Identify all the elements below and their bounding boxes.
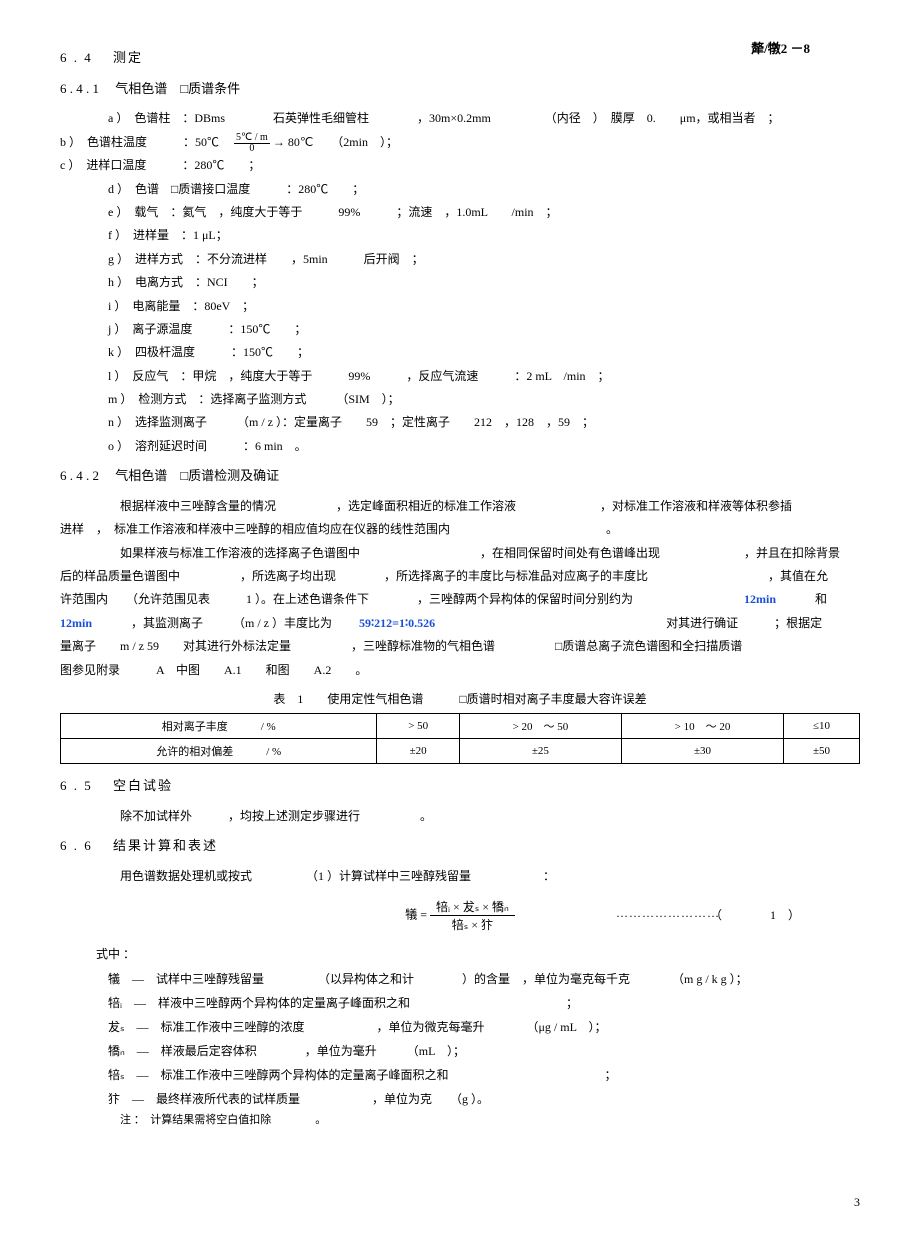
para-2d: 12min ，其监测离子 （m / z ）丰度比为 59∶212=1∶0.526…: [60, 612, 860, 635]
shizhong: 式中 ：: [96, 943, 860, 966]
td-1: 允许的相对偏差 / %: [61, 739, 377, 764]
td-4: ±30: [621, 739, 783, 764]
item-l: l ） 反应气 ：甲烷 ，纯度大于等于 99% ，反应气流速 ：2 mL /mi…: [108, 365, 860, 388]
th-1: 相对离子丰度 / %: [61, 714, 377, 739]
sec-num: 6 . 4: [60, 50, 93, 65]
para-2c: 许范围内 （允许范围见表 1 ）。在上述色谱条件下 ，三唑醇两个异构体的保留时间…: [60, 588, 860, 611]
item-m: m ） 检测方式 ：选择离子监测方式 （SIM ）；: [108, 388, 860, 411]
var-1: 犠 — 试样中三唑醇残留量 （以异构体之和计 ）的含量 ，单位为毫克每千克 （m…: [108, 967, 860, 991]
item-c: c ） 进样口温度 ：280℃ ；: [60, 154, 860, 177]
retention-time-1: 12min: [744, 592, 776, 606]
td-3: ±25: [459, 739, 621, 764]
section-6-4: 6 . 4 测定: [60, 46, 860, 71]
item-e: e ） 载气 ：氦气 ，纯度大于等于 99% ；流速 ，1.0mL /min ；: [108, 201, 860, 224]
sec-title: 结果计算和表述: [113, 838, 218, 853]
var-2: 犃ᵢ — 样液中三唑醇两个异构体的定量离子峰面积之和 ；: [108, 991, 860, 1015]
item-d: d ） 色谱 □质谱接口温度 ：280℃ ；: [108, 178, 860, 201]
sec-title: 测定: [113, 50, 143, 65]
para-1a: 根据样液中三唑醇含量的情况 ，选定峰面积相近的标准工作溶液 ，对标准工作溶液和样…: [96, 495, 860, 518]
formula-dots: ……………………: [616, 906, 720, 921]
para-2a: 如果样液与标准工作溶液的选择离子色谱图中 ，在相同保留时间处有色谱峰出现 ，并且…: [96, 542, 860, 565]
item-b: b ） 色谱柱温度 ：50℃ 5℃ / m 0 → 80℃ （2min ）；: [60, 131, 860, 154]
formula: 犠 = 犃ᵢ × 犮ₛ × 犞ₙ 犃ₛ × 犿 …………………… （ 1 ）: [60, 898, 860, 933]
note: 注 ： 计算结果需将空白值扣除 。: [120, 1111, 860, 1127]
para-65: 除不加试样外 ，均按上述测定步骤进行 。: [96, 805, 860, 828]
frac-inline: 5℃ / m 0: [234, 133, 270, 154]
formula-fraction: 犃ᵢ × 犮ₛ × 犞ₙ 犃ₛ × 犿: [430, 898, 515, 933]
item-h: h ） 电离方式 ：NCI ；: [108, 271, 860, 294]
item-k: k ） 四极杆温度 ：150℃ ；: [108, 341, 860, 364]
item-n: n ） 选择监测离子 （m / z ）：定量离子 59 ；定性离子 212 ，1…: [108, 411, 860, 434]
item-g: g ） 进样方式 ：不分流进样 ，5min 后开阀 ；: [108, 248, 860, 271]
standard-number: 犛/犜2 －8: [751, 38, 810, 57]
table-row: 相对离子丰度 / % > 50 > 20 ～ 50 > 10 ～ 20 ≤10: [61, 714, 860, 739]
tolerance-table: 相对离子丰度 / % > 50 > 20 ～ 50 > 10 ～ 20 ≤10 …: [60, 713, 860, 764]
table-row: 允许的相对偏差 / % ±20 ±25 ±30 ±50: [61, 739, 860, 764]
section-6-5: 6 . 5 空白试验: [60, 774, 860, 799]
sec-title: 空白试验: [113, 778, 173, 793]
th-2: > 50: [377, 714, 459, 739]
para-2f: 图参见附录 A 中图 A.1 和图 A.2 。: [60, 659, 860, 682]
item-o: o ） 溶剂延迟时间 ：6 min 。: [108, 435, 860, 458]
item-i: i ） 电离能量 ：80eV ；: [108, 295, 860, 318]
var-5: 犃ₛ — 标准工作液中三唑醇两个异构体的定量离子峰面积之和 ；: [108, 1063, 860, 1087]
var-4: 犞ₙ — 样液最后定容体积 ，单位为毫升 （mL ）；: [108, 1039, 860, 1063]
retention-time-2: 12min: [60, 616, 92, 630]
page-number: 3: [854, 1195, 860, 1210]
sec-title: 气相色谱 □质谱检测及确证: [115, 468, 279, 483]
para-2e: 量离子 m / z 59 对其进行外标法定量 ，三唑醇标准物的气相色谱 □质谱总…: [60, 635, 860, 658]
table-title: 表 1 使用定性气相色谱 □质谱时相对离子丰度最大容许误差: [60, 690, 860, 707]
sec-num: 6 . 5: [60, 778, 93, 793]
var-3: 犮ₛ — 标准工作液中三唑醇的浓度 ，单位为微克每毫升 （μg / mL ）；: [108, 1015, 860, 1039]
sec-num: 6 . 4 . 1: [60, 81, 99, 96]
var-6: 犿 — 最终样液所代表的试样质量 ，单位为克 （g ）。: [108, 1087, 860, 1111]
para-1b: 进样 ， 标准工作溶液和样液中三唑醇的相应值均应在仪器的线性范围内 。: [60, 518, 860, 541]
th-3: > 20 ～ 50: [459, 714, 621, 739]
item-f: f ） 进样量 ：1 μL；: [108, 224, 860, 247]
formula-left: 犠 =: [405, 907, 427, 921]
sec-num: 6 . 4 . 2: [60, 468, 99, 483]
sec-num: 6 . 6: [60, 838, 93, 853]
th-5: ≤10: [784, 714, 860, 739]
th-4: > 10 ～ 20: [621, 714, 783, 739]
item-j: j ） 离子源温度 ：150℃ ；: [108, 318, 860, 341]
item-a: a ） 色谱柱 ：DBms 石英弹性毛细管柱 ，30m×0.2mm （内径 ） …: [108, 107, 860, 130]
td-5: ±50: [784, 739, 860, 764]
section-6-6: 6 . 6 结果计算和表述: [60, 834, 860, 859]
ion-ratio: 59∶212=1∶0.526: [359, 616, 435, 630]
formula-eqnum: （ 1 ）: [710, 906, 800, 923]
td-2: ±20: [377, 739, 459, 764]
para-66-1: 用色谱数据处理机或按式 （1 ）计算试样中三唑醇残留量 ：: [96, 865, 860, 888]
sec-title: 气相色谱 □质谱条件: [115, 81, 240, 96]
para-2b: 后的样品质量色谱图中 ，所选离子均出现 ，所选择离子的丰度比与标准品对应离子的丰…: [60, 565, 860, 588]
section-6-4-1: 6 . 4 . 1 气相色谱 □质谱条件: [60, 77, 860, 102]
formula-denominator: 犃ₛ × 犿: [430, 916, 515, 933]
section-6-4-2: 6 . 4 . 2 气相色谱 □质谱检测及确证: [60, 464, 860, 489]
formula-numerator: 犃ᵢ × 犮ₛ × 犞ₙ: [430, 898, 515, 916]
